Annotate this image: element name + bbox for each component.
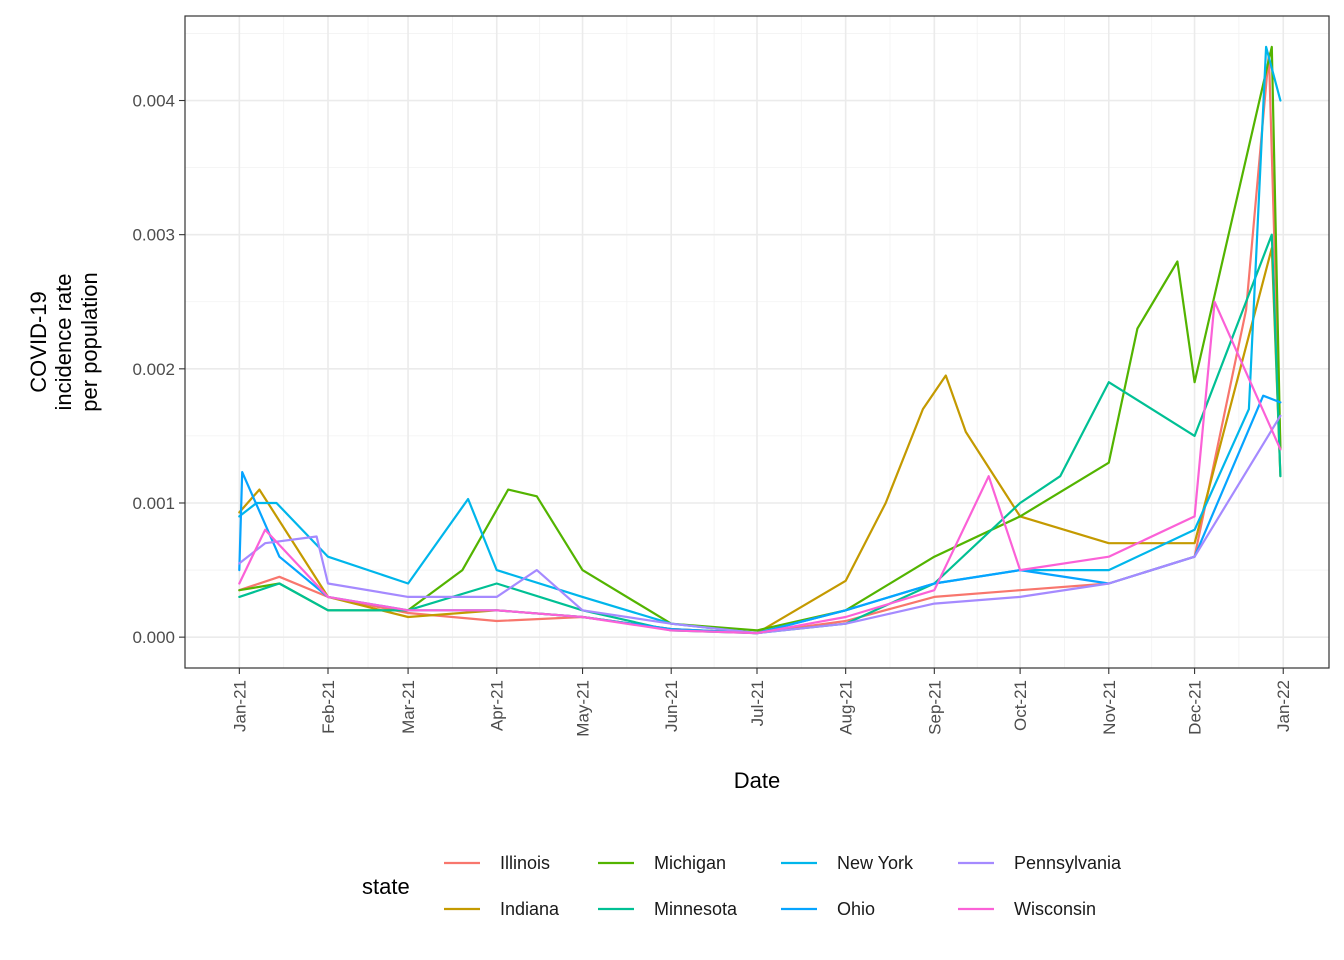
y-tick-label: 0.004 [132, 92, 175, 111]
series-line-illinois [238, 52, 1282, 635]
x-tick-label: Jan-21 [230, 680, 249, 732]
x-tick-label: Jun-21 [662, 680, 681, 732]
x-tick-label: Apr-21 [488, 680, 507, 731]
x-tick-label: Aug-21 [837, 680, 856, 735]
x-axis-title: Date [734, 768, 780, 793]
legend-pennsylvania: Pennsylvania [958, 853, 1122, 873]
legend-minnesota-label: Minnesota [654, 899, 738, 919]
legend-illinois: Illinois [444, 853, 550, 873]
legend-ohio: Ohio [781, 899, 875, 919]
legend-ohio-label: Ohio [837, 899, 875, 919]
legend-items: Illinois Indiana Michigan Minnesota New York… [444, 853, 1122, 919]
y-axis-title: COVID-19 incidence rate per population [26, 272, 102, 411]
y-axis-title-line-3: per population [77, 272, 102, 411]
x-tick-label: Oct-21 [1011, 680, 1030, 731]
legend-title: state [362, 874, 410, 899]
x-tick-label: Mar-21 [399, 680, 418, 734]
legend-minnesota: Minnesota [598, 899, 738, 919]
series-line-pennsylvania [238, 414, 1282, 635]
series-line-indiana [238, 247, 1282, 635]
y-tick-label: 0.003 [132, 226, 175, 245]
legend-new-york-label: New York [837, 853, 914, 873]
legend-pennsylvania-label: Pennsylvania [1014, 853, 1122, 873]
legend-michigan-label: Michigan [654, 853, 726, 873]
legend-indiana: Indiana [444, 899, 560, 919]
y-tick-label: 0.002 [132, 360, 175, 379]
legend-indiana-label: Indiana [500, 899, 560, 919]
x-axis: Jan-21 Feb-21 Mar-21 Apr-21 May-21 Jun-21 Jul-… [230, 668, 1293, 737]
y-tick-label: 0.000 [132, 628, 175, 647]
y-axis-title-line-1: COVID-19 [26, 291, 51, 392]
legend-wisconsin: Wisconsin [958, 899, 1096, 919]
x-tick-label: Dec-21 [1186, 680, 1205, 735]
legend-new-york: New York [781, 853, 914, 873]
series-line-wisconsin [238, 300, 1282, 635]
series-lines [238, 45, 1282, 635]
x-tick-label: Sep-21 [925, 680, 944, 735]
y-axis: 0.000 0.001 0.002 0.003 0.004 [132, 92, 185, 647]
legend: state Illinois Indiana Michigan Minnesota Ne… [362, 853, 1122, 919]
x-tick-label: Feb-21 [319, 680, 338, 734]
x-tick-label: Jan-22 [1274, 680, 1293, 732]
legend-wisconsin-label: Wisconsin [1014, 899, 1096, 919]
x-tick-label: May-21 [574, 680, 593, 737]
y-tick-label: 0.001 [132, 494, 175, 513]
major-gridlines [185, 16, 1329, 668]
legend-michigan: Michigan [598, 853, 726, 873]
y-axis-title-line-2: incidence rate [51, 274, 76, 411]
x-tick-label: Jul-21 [748, 680, 767, 726]
x-tick-label: Nov-21 [1100, 680, 1119, 735]
legend-illinois-label: Illinois [500, 853, 550, 873]
